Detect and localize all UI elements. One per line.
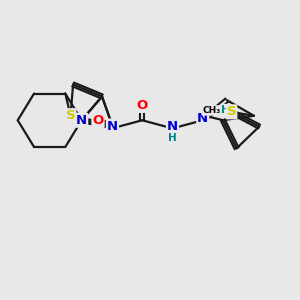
Text: N: N [107, 119, 118, 133]
Text: S: S [227, 105, 236, 118]
Text: N: N [197, 112, 208, 125]
Text: H: H [221, 105, 230, 115]
Text: S: S [66, 109, 75, 122]
Text: O: O [92, 114, 104, 127]
Text: N: N [76, 114, 87, 127]
Text: O: O [136, 99, 148, 112]
Text: H: H [168, 133, 177, 143]
Text: N: N [167, 120, 178, 133]
Text: CH₃: CH₃ [202, 106, 220, 115]
